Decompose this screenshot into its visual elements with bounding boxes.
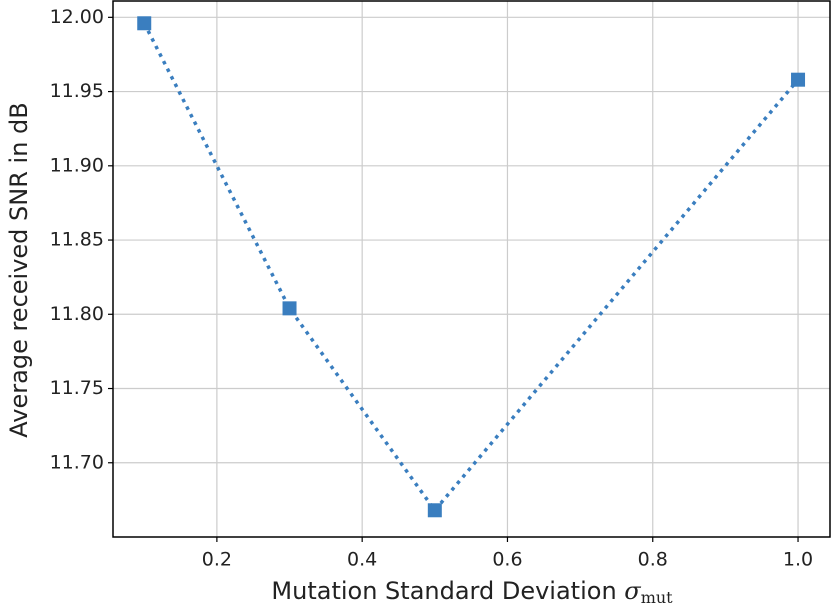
point-marker (137, 16, 152, 31)
x-tick-label: 0.2 (202, 549, 232, 571)
x-tick-label: 1.0 (783, 549, 813, 571)
point-marker (791, 72, 806, 87)
x-tick-label: 0.6 (492, 549, 522, 571)
y-axis-label: Average received SNR in dB (5, 102, 33, 437)
x-tick-label: 0.4 (347, 549, 377, 571)
y-tick-label: 11.90 (50, 154, 104, 176)
x-tick-label: 0.8 (638, 549, 668, 571)
y-tick-label: 11.85 (50, 229, 104, 251)
y-tick-label: 12.00 (50, 6, 104, 28)
x-axis-label: Mutation Standard Deviation σmut (271, 577, 673, 607)
point-marker (282, 301, 297, 316)
y-tick-label: 11.70 (50, 451, 104, 473)
y-tick-label: 11.95 (50, 80, 104, 102)
y-tick-label: 11.75 (50, 377, 104, 399)
series-line (142, 22, 800, 514)
x-axis-label-symbol: σ (624, 577, 641, 605)
plot-frame (112, 0, 831, 538)
point-marker (427, 503, 442, 518)
x-axis-label-text: Mutation Standard Deviation (271, 577, 616, 605)
y-tick-label: 11.80 (50, 303, 104, 325)
x-axis-label-subscript: mut (641, 588, 673, 607)
